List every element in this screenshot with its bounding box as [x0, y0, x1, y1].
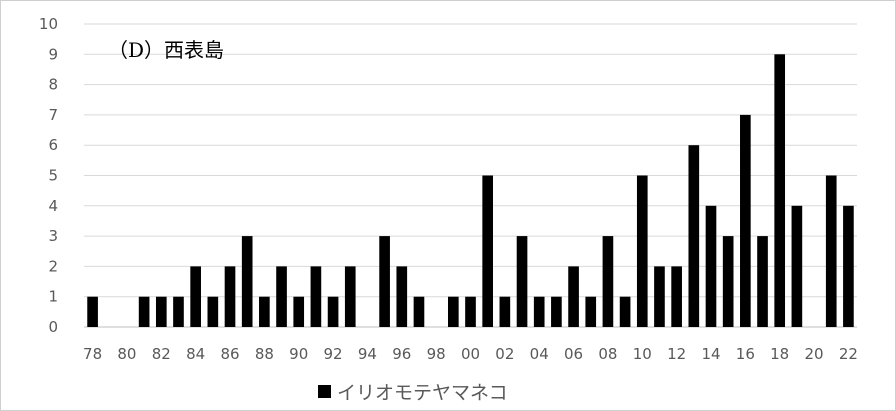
bar [155, 296, 167, 327]
x-tick-label: 06 [564, 345, 583, 363]
bar [293, 296, 305, 327]
bar [138, 296, 150, 327]
bar [791, 205, 803, 327]
bar [533, 296, 545, 327]
legend: イリオモテヤマネコ [318, 377, 508, 405]
x-tick-label: 10 [633, 345, 652, 363]
legend-label: イリオモテヤマネコ [337, 381, 508, 404]
x-tick-label: 16 [736, 345, 755, 363]
x-tick-label: 92 [324, 345, 343, 363]
bar [241, 236, 253, 327]
y-tick-label: 3 [48, 227, 58, 245]
x-tick-label: 80 [117, 345, 136, 363]
bar [224, 266, 236, 327]
bar [774, 54, 786, 328]
bar [465, 296, 476, 327]
x-tick-label: 94 [358, 345, 377, 363]
bar [551, 296, 562, 327]
bar [757, 236, 768, 327]
bar [482, 175, 494, 327]
x-tick-label: 14 [701, 345, 720, 363]
x-tick-label: 78 [83, 345, 102, 363]
bar [276, 266, 287, 327]
bar [619, 296, 631, 327]
x-tick-label: 98 [427, 345, 446, 363]
y-tick-label: 7 [48, 106, 58, 124]
bar [310, 266, 322, 327]
y-tick-label: 10 [39, 15, 58, 33]
y-axis-ticks: 0 1 2 3 4 5 6 7 8 9 10 [39, 15, 58, 336]
bar [705, 205, 717, 327]
bar [396, 266, 408, 327]
data-bars [87, 54, 854, 328]
y-tick-label: 4 [48, 197, 58, 215]
bar [585, 296, 597, 327]
bar [688, 145, 700, 327]
bar [516, 236, 528, 327]
bar [207, 296, 219, 327]
bar [499, 296, 511, 327]
bar [654, 266, 665, 327]
y-tick-label: 1 [48, 288, 58, 306]
x-tick-label: 22 [839, 345, 858, 363]
x-tick-label: 88 [255, 345, 274, 363]
chart-title: （D）西表島 [108, 38, 225, 62]
bar [722, 236, 734, 327]
bar [259, 296, 270, 327]
bar [413, 296, 425, 327]
y-tick-label: 9 [48, 45, 58, 63]
x-tick-label: 82 [152, 345, 171, 363]
y-tick-label: 2 [48, 257, 58, 275]
bar [843, 205, 854, 327]
x-tick-label: 18 [770, 345, 789, 363]
bar [173, 296, 184, 327]
legend-swatch [318, 384, 331, 398]
bar [87, 296, 98, 327]
y-tick-label: 8 [48, 76, 58, 94]
x-tick-label: 86 [220, 345, 239, 363]
bar [671, 266, 682, 327]
x-tick-label: 12 [667, 345, 686, 363]
x-tick-label: 96 [392, 345, 411, 363]
x-tick-label: 20 [805, 345, 824, 363]
x-tick-label: 08 [598, 345, 617, 363]
x-tick-label: 84 [186, 345, 205, 363]
bar [327, 296, 339, 327]
y-tick-label: 5 [48, 167, 58, 185]
x-tick-label: 90 [289, 345, 308, 363]
bar [740, 114, 751, 328]
y-tick-label: 0 [48, 318, 58, 336]
bar [602, 236, 614, 327]
bar [636, 175, 648, 327]
x-tick-label: 02 [495, 345, 514, 363]
x-tick-label: 04 [530, 345, 549, 363]
x-tick-label: 00 [461, 345, 480, 363]
y-tick-label: 6 [48, 136, 58, 154]
bar [568, 266, 579, 327]
x-axis-ticks: 78 80 82 84 86 88 90 92 94 96 98 00 02 04 06 08 10 12 14 16… [83, 345, 858, 363]
bar [447, 296, 459, 327]
bar [825, 175, 837, 327]
bar [344, 266, 356, 327]
bar [190, 266, 201, 327]
bar [379, 236, 390, 327]
